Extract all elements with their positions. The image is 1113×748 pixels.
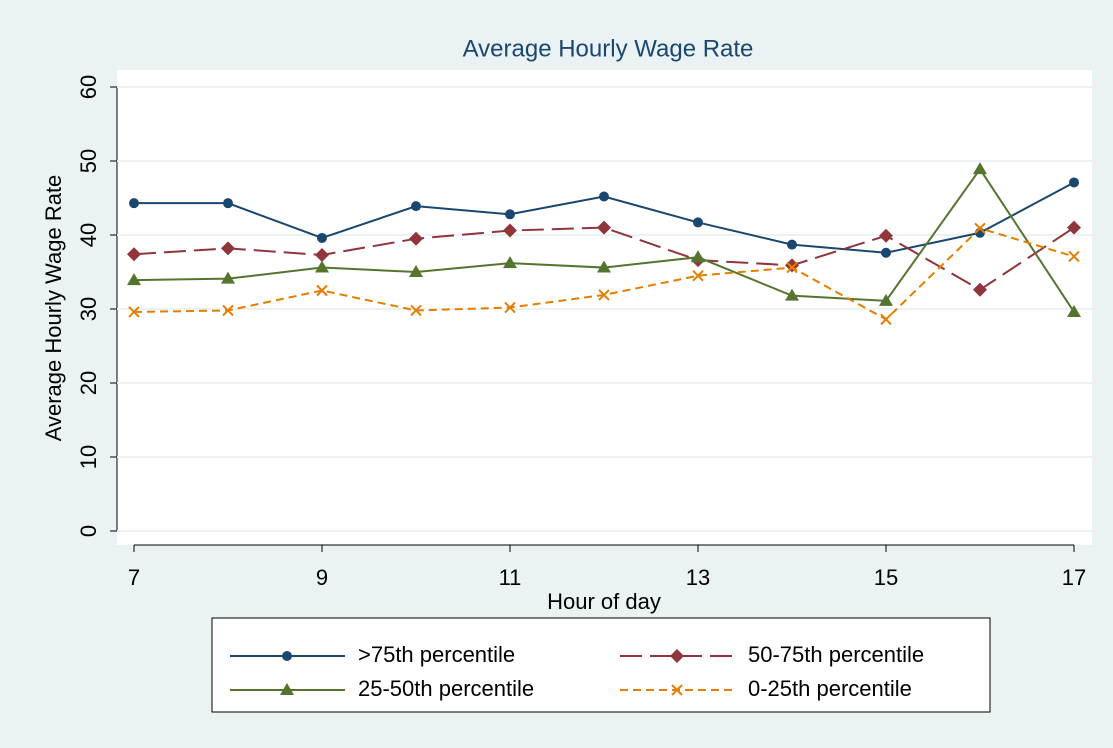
data-point xyxy=(880,313,892,326)
x-tick-label: 17 xyxy=(1062,565,1086,590)
legend xyxy=(211,617,991,713)
data-point xyxy=(1067,220,1081,235)
data-point xyxy=(599,191,609,202)
data-point xyxy=(692,269,704,282)
data-point xyxy=(785,288,799,301)
legend-label: 25-50th percentile xyxy=(358,676,534,701)
data-point xyxy=(1067,304,1081,317)
data-point xyxy=(128,306,140,318)
x-tick-label: 9 xyxy=(316,565,328,590)
chart-title: Average Hourly Wage Rate xyxy=(463,35,754,62)
data-point xyxy=(879,228,893,243)
legend-marker xyxy=(280,683,294,695)
data-point xyxy=(693,217,703,228)
y-tick-label: 50 xyxy=(76,149,101,173)
legend-label: 0-25th percentile xyxy=(748,676,912,701)
data-point xyxy=(881,247,891,258)
legend-marker xyxy=(671,684,683,696)
data-point xyxy=(411,201,421,212)
legend-label: >75th percentile xyxy=(358,642,515,667)
data-point xyxy=(505,209,515,220)
plot-area xyxy=(117,70,1092,545)
data-point xyxy=(973,162,987,175)
data-point xyxy=(127,247,141,262)
x-tick-label: 13 xyxy=(686,565,710,590)
y-tick-label: 20 xyxy=(76,371,101,395)
data-point xyxy=(223,198,233,209)
legend-label: 50-75th percentile xyxy=(748,642,924,667)
data-point xyxy=(503,223,517,238)
x-tick-label: 11 xyxy=(499,565,522,590)
data-point xyxy=(1069,177,1079,188)
data-point xyxy=(598,289,610,301)
data-point xyxy=(315,247,329,262)
data-point xyxy=(410,304,422,317)
legend-marker xyxy=(670,649,684,663)
data-point xyxy=(409,265,423,277)
x-tick-label: 7 xyxy=(128,565,140,590)
data-point xyxy=(222,304,234,317)
data-point xyxy=(973,282,987,297)
data-point xyxy=(786,261,798,274)
legend-marker xyxy=(282,651,292,661)
data-point xyxy=(221,271,235,284)
data-point xyxy=(1068,250,1080,263)
y-tick-label: 10 xyxy=(76,445,101,469)
y-axis-title: Average Hourly Wage Rate xyxy=(41,175,66,442)
data-point xyxy=(221,241,235,256)
y-tick-label: 30 xyxy=(76,297,101,321)
data-point xyxy=(315,260,329,273)
data-point xyxy=(317,232,327,243)
data-point xyxy=(129,198,139,209)
data-point xyxy=(503,256,517,269)
data-point xyxy=(597,260,611,273)
x-axis-title: Hour of day xyxy=(547,589,661,614)
y-tick-label: 60 xyxy=(76,75,101,99)
series-line xyxy=(133,226,1075,291)
data-point xyxy=(409,231,423,246)
y-tick-label: 40 xyxy=(76,223,101,247)
data-point xyxy=(691,250,705,263)
x-tick-label: 15 xyxy=(874,565,898,590)
data-point xyxy=(127,273,141,286)
data-point xyxy=(597,220,611,235)
data-point xyxy=(316,284,328,297)
data-point xyxy=(974,222,986,235)
y-tick-label: 0 xyxy=(76,525,101,537)
data-point xyxy=(504,301,516,314)
data-point xyxy=(787,239,797,250)
data-point xyxy=(879,293,893,306)
